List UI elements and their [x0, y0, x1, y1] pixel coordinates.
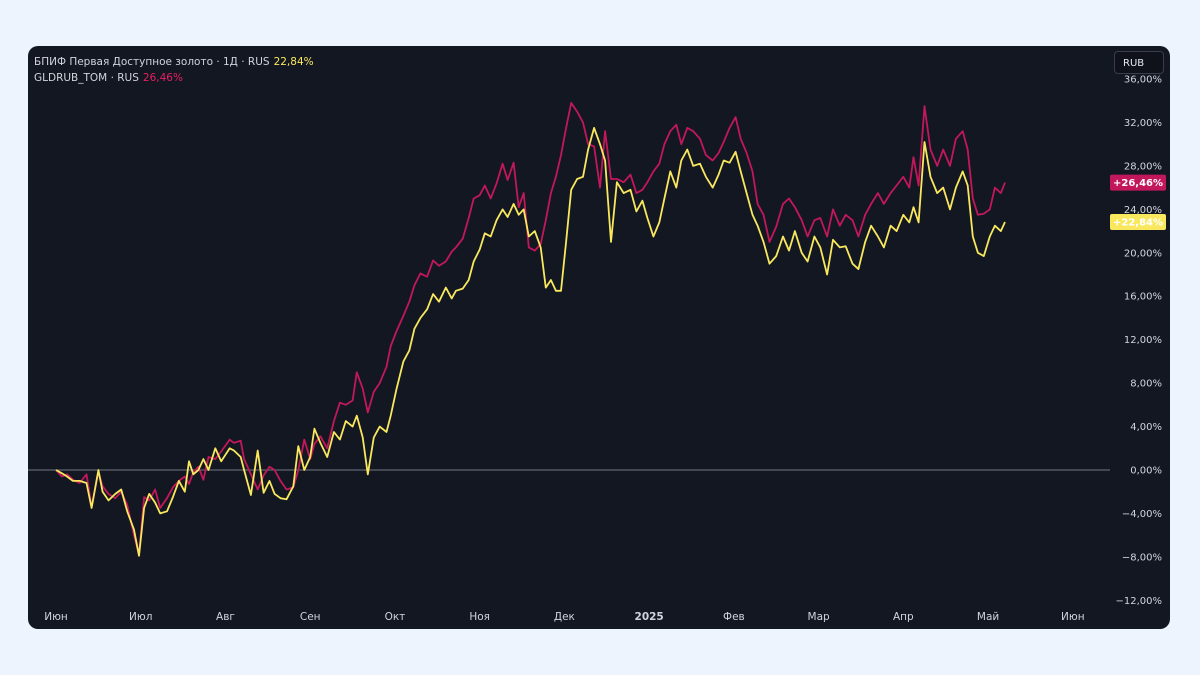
- x-tick-label: 2025: [635, 611, 664, 623]
- chart-canvas[interactable]: Июн Июл Авг Сен Окт Ноя Дек 2025 Фев Мар Апр Май Июн…: [28, 46, 1170, 629]
- chart-card: Июн Июл Авг Сен Окт Ноя Дек 2025 Фев Мар Апр Май Июн…: [28, 46, 1170, 629]
- x-tick-label: Ноя: [469, 611, 490, 623]
- legend-label-fund: БПИФ Первая Доступное золото · 1Д · RUS: [34, 56, 270, 68]
- y-tick-label: 28,00%: [1124, 161, 1162, 172]
- y-tick-label: −12,00%: [1115, 596, 1162, 607]
- legend: БПИФ Первая Доступное золото · 1Д · RUS 2…: [34, 54, 314, 86]
- x-tick-label: Фев: [723, 611, 745, 623]
- x-tick-label: Апр: [893, 611, 914, 623]
- x-tick-label: Дек: [554, 611, 575, 623]
- legend-value-fund: 22,84%: [273, 56, 314, 68]
- series-line-fund: [55, 127, 1006, 557]
- x-tick-label: Сен: [300, 611, 321, 623]
- y-tick-label: 32,00%: [1124, 118, 1162, 129]
- price-label-gldrub-text: +26,46%: [1113, 178, 1163, 189]
- x-tick-label: Май: [977, 611, 999, 623]
- x-tick-label: Июн: [44, 611, 68, 623]
- x-tick-label: Июн: [1061, 611, 1085, 623]
- legend-row-gldrub[interactable]: GLDRUB_TOM · RUS 26,46%: [34, 70, 314, 86]
- price-label-fund: +22,84%: [1110, 213, 1166, 230]
- legend-row-fund[interactable]: БПИФ Первая Доступное золото · 1Д · RUS 2…: [34, 54, 314, 70]
- y-tick-label: 36,00%: [1124, 75, 1162, 86]
- series-line-gldrub: [55, 102, 1006, 556]
- y-tick-label: −4,00%: [1122, 509, 1162, 520]
- x-tick-label: Авг: [216, 611, 235, 623]
- x-tick-label: Июл: [129, 611, 152, 623]
- y-tick-label: 20,00%: [1124, 248, 1162, 259]
- y-tick-label: 16,00%: [1124, 292, 1162, 303]
- y-tick-label: 0,00%: [1130, 466, 1162, 477]
- y-tick-label: 24,00%: [1124, 205, 1162, 216]
- x-tick-label: Окт: [385, 611, 406, 623]
- y-tick-label: 4,00%: [1130, 422, 1162, 433]
- y-tick-label: 12,00%: [1124, 335, 1162, 346]
- legend-value-gldrub: 26,46%: [142, 72, 183, 84]
- currency-button[interactable]: RUB: [1114, 51, 1164, 74]
- price-label-gldrub: +26,46%: [1110, 174, 1166, 191]
- y-tick-label: 8,00%: [1130, 379, 1162, 390]
- x-tick-label: Мар: [808, 611, 830, 623]
- y-tick-label: −8,00%: [1122, 552, 1162, 563]
- price-label-fund-text: +22,84%: [1113, 217, 1163, 228]
- legend-label-gldrub: GLDRUB_TOM · RUS: [34, 72, 139, 84]
